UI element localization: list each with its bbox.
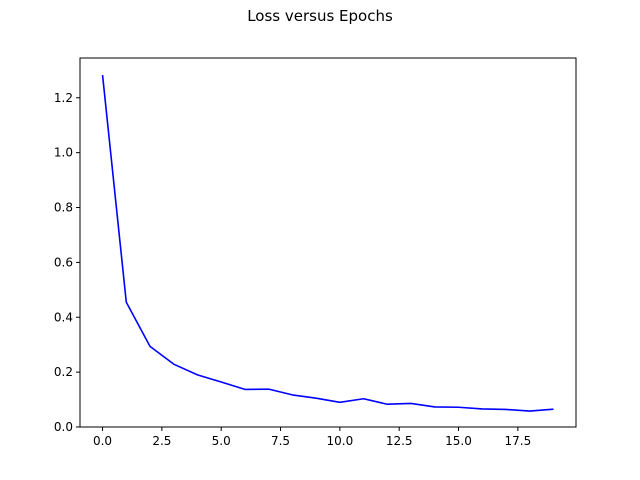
x-tick-label: 10.0: [327, 434, 354, 448]
x-tick-label: 17.5: [504, 434, 531, 448]
series-group: [101, 74, 554, 412]
y-tick-label: 0.4: [54, 310, 73, 324]
y-tick-label: 0.8: [54, 201, 73, 215]
y-tick-label: 1.0: [54, 146, 73, 160]
y-axis-ticks: 0.0 0.2 0.4 0.6 0.8 1.0 1.2: [54, 91, 80, 434]
x-axis-ticks: 0.0 2.5 5.0 7.5 10.0 12.5 15.0 17.5: [93, 427, 531, 448]
y-tick-label: 0.0: [54, 420, 73, 434]
loss-series-line: [101, 74, 554, 412]
x-tick-label: 5.0: [212, 434, 231, 448]
x-tick-label: 7.5: [271, 434, 290, 448]
x-tick-label: 12.5: [386, 434, 413, 448]
plot-frame: [79, 57, 577, 428]
y-tick-label: 0.6: [54, 255, 73, 269]
x-tick-label: 2.5: [152, 434, 171, 448]
y-tick-label: 1.2: [54, 91, 73, 105]
x-tick-label: 15.0: [445, 434, 472, 448]
y-tick-label: 0.2: [54, 365, 73, 379]
chart-title: Loss versus Epochs: [247, 7, 393, 25]
x-tick-label: 0.0: [93, 434, 112, 448]
